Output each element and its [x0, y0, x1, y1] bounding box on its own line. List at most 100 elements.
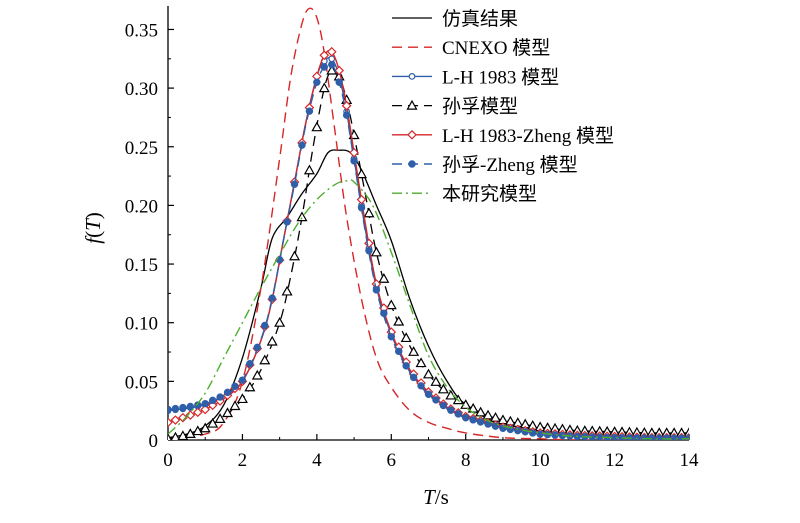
series-marker	[201, 399, 209, 408]
legend-label: 孙孚-Zheng 模型	[442, 154, 578, 176]
series-7	[168, 178, 689, 440]
series-marker	[185, 410, 196, 420]
legend-item-4: 孙孚模型	[392, 96, 518, 118]
legend-item-1: 仿真结果	[392, 8, 518, 30]
series-marker	[199, 422, 211, 433]
y-tick-label: 0.35	[125, 20, 158, 41]
series-marker	[447, 406, 455, 414]
legend-item-6: 孙孚-Zheng 模型	[392, 154, 578, 176]
series-marker	[253, 343, 262, 352]
series-marker	[363, 207, 375, 218]
series-marker	[208, 396, 217, 405]
series-marker	[289, 250, 301, 261]
legend-item-3: L-H 1983 模型	[392, 66, 559, 88]
series-marker	[356, 194, 367, 205]
legend-label: L-H 1983 模型	[442, 66, 559, 88]
series-marker	[529, 429, 537, 437]
series-marker	[439, 401, 448, 410]
x-tick-label: 12	[605, 450, 624, 471]
series-marker	[170, 431, 181, 440]
series-marker	[395, 347, 403, 356]
series-2	[168, 7, 689, 440]
series-marker	[261, 321, 269, 330]
series-marker	[326, 46, 337, 57]
series-marker	[168, 417, 173, 428]
series-marker	[170, 415, 181, 425]
series-marker	[387, 333, 395, 341]
series-line	[168, 178, 689, 440]
series-marker	[244, 381, 256, 392]
series-marker	[222, 407, 234, 418]
y-tick-label: 0	[149, 431, 159, 452]
series-marker	[454, 410, 462, 418]
series-marker	[186, 402, 195, 411]
series-marker	[266, 335, 278, 346]
x-tick-label: 0	[163, 450, 173, 471]
series-marker	[305, 107, 314, 115]
series-marker	[385, 299, 397, 310]
series-marker	[268, 294, 276, 302]
series-marker	[179, 403, 187, 412]
series-marker	[229, 400, 241, 411]
legend-marker	[406, 99, 418, 110]
series-marker	[259, 354, 271, 365]
series-marker	[417, 382, 425, 390]
series-marker	[536, 430, 544, 438]
series-marker	[281, 285, 293, 296]
x-tick-label: 10	[531, 450, 550, 471]
series-marker	[326, 64, 338, 75]
y-tick-label: 0.05	[125, 372, 158, 393]
series-marker	[342, 111, 351, 119]
legend-label: L-H 1983-Zheng 模型	[442, 125, 614, 147]
series-marker	[334, 65, 345, 76]
y-tick-label: 0.25	[125, 138, 158, 159]
series-line	[168, 49, 689, 439]
series-marker	[370, 246, 382, 257]
series-marker	[357, 204, 366, 212]
series-marker	[274, 316, 286, 327]
series-marker	[409, 373, 418, 382]
series-line	[168, 7, 689, 440]
series-marker	[415, 357, 427, 368]
series-marker	[469, 416, 477, 424]
series-marker	[283, 218, 291, 226]
series-marker	[393, 315, 405, 326]
y-tick-label: 0.15	[125, 255, 158, 276]
series-marker	[296, 211, 308, 222]
y-tick-label: 0.20	[125, 196, 158, 217]
series-marker	[320, 63, 328, 71]
series-marker	[236, 393, 248, 404]
series-marker	[402, 362, 410, 370]
legend-marker	[408, 72, 416, 80]
x-tick-label: 2	[238, 450, 248, 471]
series-marker	[335, 78, 343, 86]
series-marker	[238, 376, 247, 384]
series-marker	[378, 272, 390, 283]
series-marker	[246, 360, 254, 368]
series-marker	[424, 390, 433, 398]
y-axis-label-var: T	[81, 218, 105, 231]
series-marker	[303, 164, 315, 175]
series-marker	[350, 157, 358, 165]
series-marker	[178, 412, 188, 423]
series-marker	[207, 417, 219, 428]
axes: 0 2 4 6 8 10 12 14 0 0.05 0.10 0.15 0.20 0.25 0.30 0.35	[125, 6, 699, 471]
series-marker	[192, 407, 203, 418]
series-marker	[298, 141, 306, 149]
y-axis-label-open: (	[81, 231, 105, 238]
series-marker	[400, 332, 412, 343]
series-marker	[318, 82, 330, 93]
series-marker	[184, 428, 196, 439]
series-marker	[215, 396, 225, 406]
legend-marker	[408, 160, 416, 168]
series-marker	[171, 404, 180, 413]
x-axis-label-unit: /s	[435, 485, 449, 509]
x-tick-label: 14	[680, 450, 700, 471]
series-marker	[432, 396, 440, 404]
x-axis-label-var: T	[423, 485, 436, 509]
series-marker	[476, 418, 485, 426]
series-marker	[430, 376, 442, 386]
series-marker	[168, 405, 172, 414]
